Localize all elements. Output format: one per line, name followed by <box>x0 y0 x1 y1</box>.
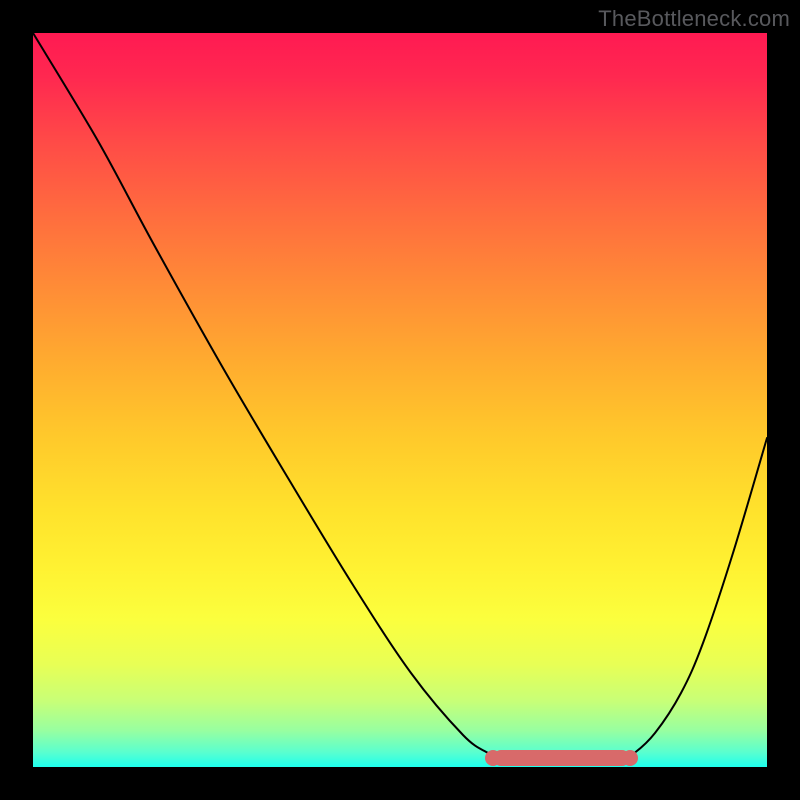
optimal-range-band <box>493 750 630 766</box>
chart-frame: TheBottleneck.com <box>0 0 800 800</box>
watermark-text: TheBottleneck.com <box>598 6 790 32</box>
plot-area <box>33 33 767 767</box>
chart-svg <box>33 33 767 767</box>
band-end-dot <box>622 750 638 766</box>
band-start-dot <box>485 750 501 766</box>
